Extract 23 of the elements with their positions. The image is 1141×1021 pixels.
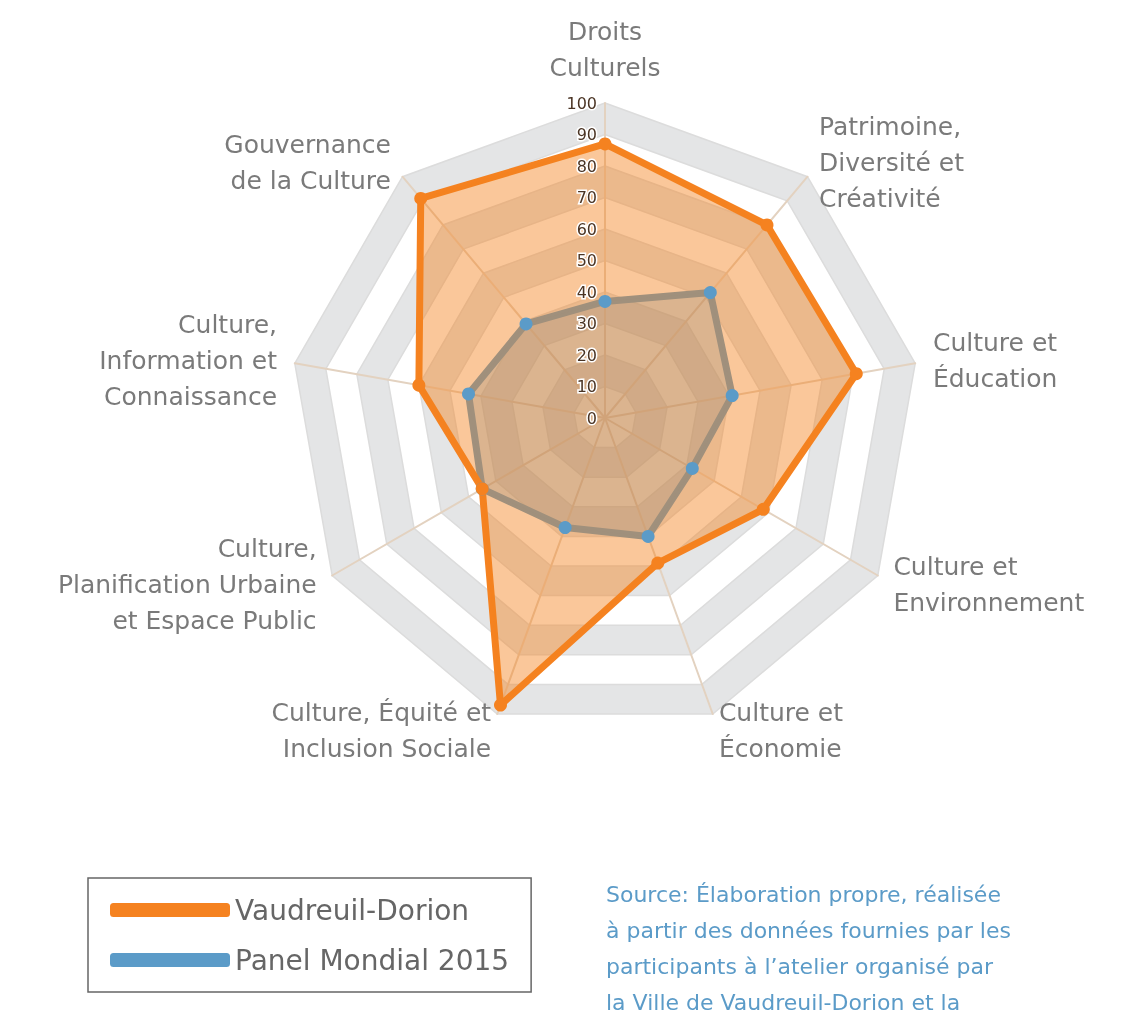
y-tick-label: 0 — [586, 408, 597, 428]
spoke-label: Patrimoine, Diversité et Créativité — [819, 112, 965, 214]
spoke-label: Culture et Économie — [718, 698, 844, 764]
legend-label: Panel Mondial 2015 — [235, 943, 510, 977]
y-tick-label: 80 — [576, 156, 597, 176]
source-note: Source: Élaboration propre, réalisée à partir des données fournies par les participants à l’atelier organisé par la Ville de Vaudreuil-Dorion et la — [606, 881, 1018, 1015]
spoke-label: Culture, Planification Urbaine et Espace Public — [57, 534, 317, 635]
spoke-label: Culture, Information et Connaissance — [99, 309, 278, 411]
y-tick-label: 50 — [576, 251, 597, 270]
spoke-label: Culture et Éducation — [932, 327, 1058, 393]
y-tick-label: 70 — [576, 188, 597, 207]
y-tick-label: 30 — [576, 314, 597, 333]
legend-label: Vaudreuil-Dorion — [235, 893, 470, 927]
spoke-label: Culture, Équité et Inclusion Sociale — [271, 698, 492, 764]
spoke-label: Droits Culturels — [549, 16, 661, 82]
y-tick-label: 20 — [576, 345, 597, 365]
y-tick-label: 10 — [576, 377, 597, 396]
y-tick-label: 60 — [576, 219, 597, 239]
y-tick-label: 90 — [576, 125, 597, 144]
spoke-label: Culture et Environnement — [893, 552, 1085, 617]
spoke-label: Gouvernance de la Culture — [224, 130, 391, 196]
y-tick-label: 100 — [566, 93, 597, 113]
y-tick-label: 40 — [576, 282, 597, 302]
